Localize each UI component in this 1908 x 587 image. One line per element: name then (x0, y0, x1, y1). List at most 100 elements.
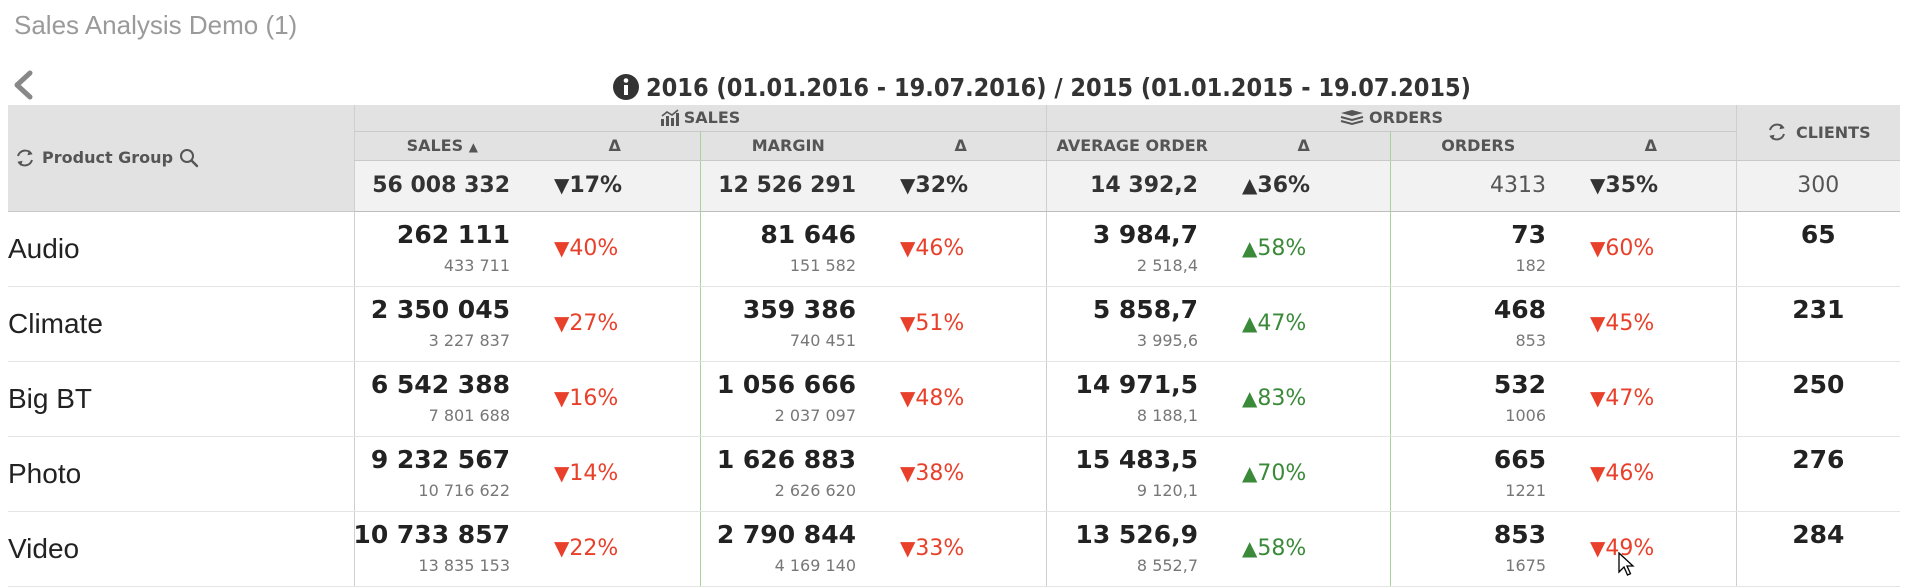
clients-cell: 250 (1735, 361, 1901, 437)
orders-group-header: ORDERS (1045, 105, 1737, 132)
clients-value: 284 (1792, 519, 1845, 549)
margin-value: 81 646 (760, 219, 856, 249)
margin-previous-value: 2 037 097 (774, 405, 856, 425)
product-name[interactable]: Big BT (8, 361, 354, 437)
chart-icon (660, 109, 679, 126)
average-order-value: 3 984,7 (1092, 219, 1198, 249)
average-order-delta: ▲58% (1218, 511, 1390, 587)
down-triangle-icon: ▼ (554, 236, 570, 260)
down-triangle-icon: ▼ (554, 461, 570, 485)
margin-cell: 359 386 740 451 (699, 286, 876, 362)
total-margin-delta: ▼32% (876, 160, 1046, 212)
orders-previous-value: 1006 (1505, 405, 1546, 425)
sales-table: Product Group SALES (8, 105, 1901, 587)
product-name[interactable]: Audio (8, 211, 354, 287)
orders-value: 532 (1493, 369, 1546, 399)
product-group-label: Product Group (42, 148, 174, 168)
margin-value: 359 386 (742, 294, 856, 324)
period-label: 2016 (01.01.2016 - 19.07.2016) / 2015 (0… (646, 72, 1471, 102)
margin-delta: ▼46% (876, 211, 1046, 287)
table-row[interactable]: Photo 9 232 567 10 716 622 ▼14% 1 626 88… (8, 436, 1901, 512)
orders-cell: 532 1006 (1389, 361, 1566, 437)
orders-previous-value: 853 (1515, 330, 1546, 350)
orders-delta: ▼46% (1566, 436, 1737, 512)
margin-delta: ▼48% (876, 361, 1046, 437)
info-icon[interactable] (612, 73, 640, 101)
margin-column-header[interactable]: MARGIN (699, 131, 876, 161)
back-button[interactable] (8, 66, 38, 104)
orders-column-header[interactable]: ORDERS (1389, 131, 1566, 161)
down-triangle-icon: ▼ (900, 173, 916, 197)
margin-cell: 1 056 666 2 037 097 (699, 361, 876, 437)
sales-previous-value: 3 227 837 (428, 330, 510, 350)
clients-cell: 284 (1735, 511, 1901, 587)
average-order-cell: 13 526,9 8 552,7 (1045, 511, 1218, 587)
sales-cell: 6 542 388 7 801 688 (353, 361, 530, 437)
average-order-cell: 14 971,5 8 188,1 (1045, 361, 1218, 437)
sales-column-label: SALES (406, 136, 464, 155)
clients-cell: 276 (1735, 436, 1901, 512)
sales-value: 2 350 045 (370, 294, 510, 324)
orders-value: 468 (1493, 294, 1546, 324)
average-order-value: 5 858,7 (1092, 294, 1198, 324)
sales-value: 262 111 (396, 219, 510, 249)
chevron-left-icon (14, 70, 33, 100)
table-row[interactable]: Audio 262 111 433 711 ▼40% 81 646 151 58… (8, 211, 1901, 287)
product-group-header[interactable]: Product Group (8, 105, 354, 212)
total-orders: 4313 (1389, 160, 1566, 212)
product-name[interactable]: Video (8, 511, 354, 587)
total-average-order-delta: ▲36% (1218, 160, 1390, 212)
orders-previous-value: 1221 (1505, 480, 1546, 500)
product-name[interactable]: Photo (8, 436, 354, 512)
orders-cell: 73 182 (1389, 211, 1566, 287)
down-triangle-icon: ▼ (900, 536, 916, 560)
sales-delta-column-header[interactable]: Δ (530, 131, 700, 161)
average-order-previous-value: 8 188,1 (1136, 405, 1198, 425)
clients-value: 231 (1792, 294, 1845, 324)
average-order-delta: ▲58% (1218, 211, 1390, 287)
up-triangle-icon: ▲ (1242, 386, 1258, 410)
down-triangle-icon: ▼ (554, 311, 570, 335)
margin-delta-column-header[interactable]: Δ (876, 131, 1046, 161)
orders-delta: ▼60% (1566, 211, 1737, 287)
total-average-order: 14 392,2 (1045, 160, 1218, 212)
down-triangle-icon: ▼ (554, 386, 570, 410)
table-row[interactable]: Video 10 733 857 13 835 153 ▼22% 2 790 8… (8, 511, 1901, 587)
app-title: Sales Analysis Demo (1) (14, 10, 298, 40)
product-name[interactable]: Climate (8, 286, 354, 362)
sales-cell: 2 350 045 3 227 837 (353, 286, 530, 362)
margin-value: 2 790 844 (716, 519, 856, 549)
total-sales-delta: ▼17% (530, 160, 700, 212)
down-triangle-icon: ▼ (900, 386, 916, 410)
down-triangle-icon: ▼ (900, 461, 916, 485)
down-triangle-icon: ▼ (554, 173, 570, 197)
down-triangle-icon: ▼ (900, 236, 916, 260)
clients-cell: 231 (1735, 286, 1901, 362)
down-triangle-icon: ▼ (554, 536, 570, 560)
sales-previous-value: 13 835 153 (418, 555, 510, 575)
average-order-column-header[interactable]: AVERAGE ORDER (1045, 131, 1218, 161)
sales-column-header[interactable]: SALES ▲ (353, 131, 530, 161)
margin-cell: 81 646 151 582 (699, 211, 876, 287)
sales-delta: ▼14% (530, 436, 700, 512)
period-header: 2016 (01.01.2016 - 19.07.2016) / 2015 (0… (612, 70, 1471, 104)
orders-delta-column-header[interactable]: Δ (1566, 131, 1737, 161)
search-icon[interactable] (179, 148, 199, 168)
clients-label: CLIENTS (1795, 122, 1871, 142)
margin-previous-value: 2 626 620 (774, 480, 856, 500)
up-triangle-icon: ▲ (1242, 173, 1258, 197)
cycle-icon[interactable] (14, 147, 36, 169)
down-triangle-icon: ▼ (1590, 311, 1606, 335)
table-row[interactable]: Climate 2 350 045 3 227 837 ▼27% 359 386… (8, 286, 1901, 362)
sales-delta: ▼16% (530, 361, 700, 437)
cycle-icon[interactable] (1766, 121, 1788, 143)
margin-delta: ▼33% (876, 511, 1046, 587)
average-order-delta-column-header[interactable]: Δ (1218, 131, 1390, 161)
sales-delta: ▼27% (530, 286, 700, 362)
average-order-previous-value: 2 518,4 (1136, 255, 1198, 275)
clients-value: 276 (1792, 444, 1845, 474)
margin-cell: 2 790 844 4 169 140 (699, 511, 876, 587)
table-row[interactable]: Big BT 6 542 388 7 801 688 ▼16% 1 056 66… (8, 361, 1901, 437)
average-order-delta: ▲47% (1218, 286, 1390, 362)
clients-group-header[interactable]: CLIENTS (1735, 105, 1901, 161)
